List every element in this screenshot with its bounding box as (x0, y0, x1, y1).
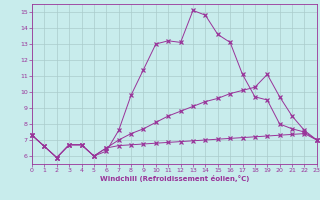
X-axis label: Windchill (Refroidissement éolien,°C): Windchill (Refroidissement éolien,°C) (100, 175, 249, 182)
